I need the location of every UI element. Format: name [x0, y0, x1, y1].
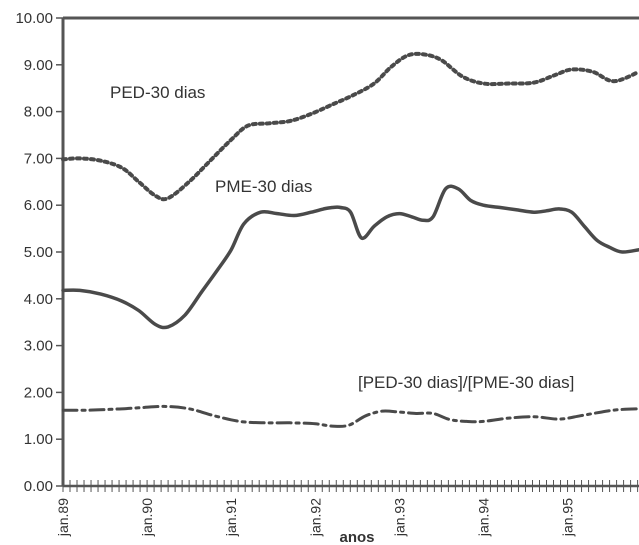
- series-lines: [61, 51, 639, 428]
- series-line-ratio: [61, 404, 639, 428]
- x-tick-label: jan.93: [391, 498, 407, 537]
- y-tick-label: 6.00: [24, 197, 53, 214]
- y-tick-label: 7.00: [24, 150, 53, 167]
- x-tick-label: jan.92: [307, 498, 323, 537]
- y-tick-label: 2.00: [24, 384, 53, 401]
- x-tick-label: jan.89: [55, 498, 71, 537]
- series-line-pme: [61, 184, 639, 330]
- series-label-ratio: [PED-30 dias]/[PME-30 dias]: [358, 373, 574, 392]
- y-tick-label: 4.00: [24, 291, 53, 308]
- x-tick-label: jan.95: [560, 498, 576, 537]
- y-tick-label: 0.00: [24, 478, 53, 495]
- y-tick-label: 9.00: [24, 57, 53, 74]
- x-axis-label: anos: [339, 529, 374, 545]
- y-axis-ticks: 0.00 1.00 2.00 3.00 4.00 5.00 6.00 7.00 8.00 9.00…: [15, 10, 63, 495]
- y-tick-label: 8.00: [24, 104, 53, 121]
- series-label-pme: PME-30 dias: [215, 177, 312, 196]
- x-tick-label: jan.91: [223, 498, 239, 537]
- y-tick-label: 10.00: [15, 10, 53, 27]
- y-tick-label: 3.00: [24, 338, 53, 355]
- y-tick-label: 1.00: [24, 431, 53, 448]
- x-tick-label: jan.90: [139, 498, 155, 537]
- series-line-ped: [61, 51, 639, 202]
- series-label-ped: PED-30 dias: [110, 83, 205, 102]
- x-tick-label: jan.94: [475, 498, 491, 537]
- y-tick-label: 5.00: [24, 244, 53, 261]
- x-axis-ticks: jan.89 jan.90 jan.91 jan.92 jan.93 jan.94 jan.…: [55, 480, 639, 537]
